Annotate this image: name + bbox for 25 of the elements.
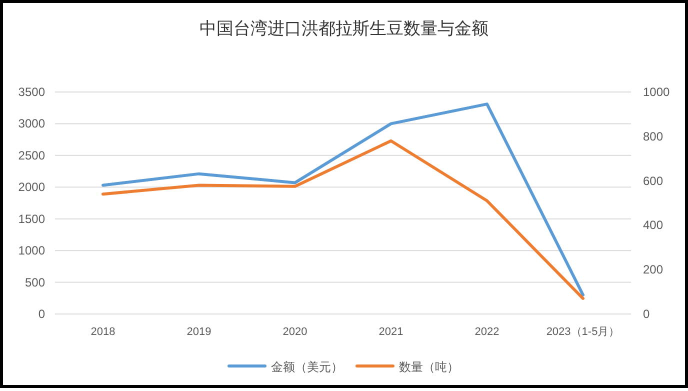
legend-label: 金额（美元） (271, 360, 343, 374)
x-tick-label: 2023（1-5月） (546, 326, 620, 338)
x-tick-label: 2018 (90, 326, 116, 338)
y-tick-label: 2500 (18, 148, 46, 162)
y2-tick-label: 400 (643, 218, 664, 232)
y-tick-label: 1000 (18, 244, 46, 258)
y2-tick-label: 0 (643, 307, 650, 321)
legend-label: 数量（吨） (399, 360, 459, 374)
x-tick-label: 2020 (282, 326, 308, 338)
x-tick-label: 2019 (186, 326, 212, 338)
y-tick-label: 1500 (18, 212, 46, 226)
chart-title: 中国台湾进口洪都拉斯生豆数量与金额 (200, 19, 488, 38)
y-tick-label: 3500 (18, 85, 46, 99)
line-series (102, 139, 584, 300)
x-tick-label: 2022 (474, 326, 500, 338)
y2-tick-label: 200 (643, 262, 664, 277)
y-tick-label: 3000 (18, 116, 46, 131)
line-series (102, 102, 584, 296)
y2-tick-label: 1000 (643, 85, 670, 99)
y-tick-label: 0 (38, 307, 46, 321)
x-tick-label: 2021 (378, 326, 404, 338)
y2-tick-label: 600 (643, 174, 664, 188)
y2-tick-label: 800 (643, 129, 664, 144)
y-tick-label: 500 (24, 275, 46, 290)
y-tick-label: 2000 (18, 180, 46, 194)
